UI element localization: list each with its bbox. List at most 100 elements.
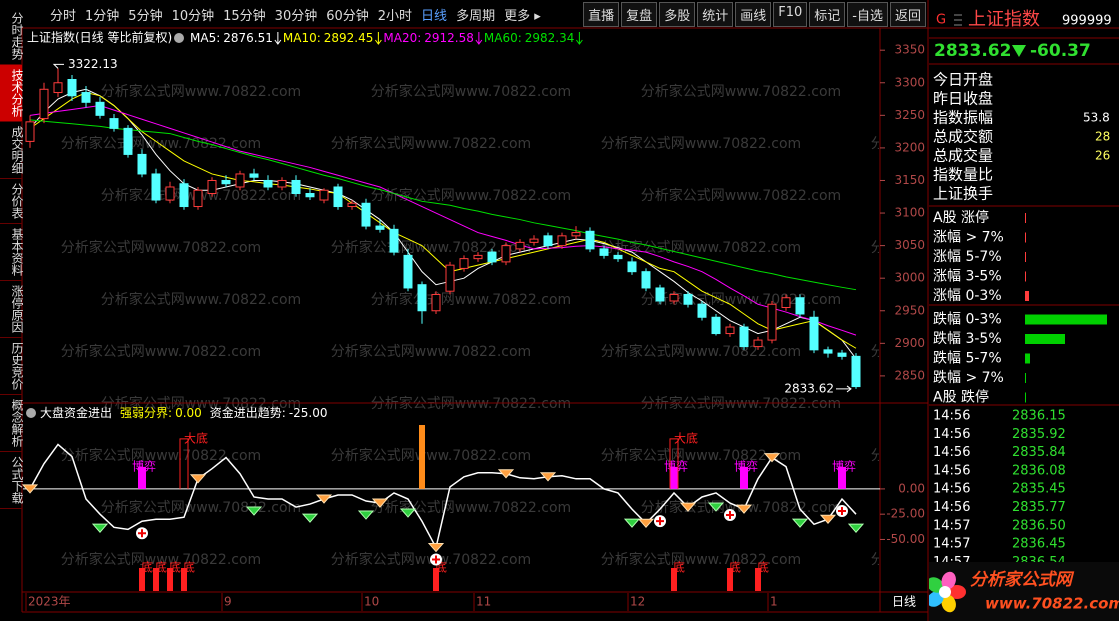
period-tab[interactable]: 更多 ▸ [504, 8, 541, 24]
signal-label: 底 [155, 560, 167, 575]
legend-name: MA10: [283, 31, 321, 45]
period-tab[interactable]: 15分钟 [223, 8, 266, 24]
breadth-bar [1025, 252, 1026, 262]
side-tab[interactable]: 历史竞价 [0, 338, 24, 395]
signal-label: 大底 [674, 430, 698, 445]
candle-body [739, 326, 749, 348]
legend-name: MA20: [383, 31, 421, 45]
down-arrow [374, 32, 382, 45]
watermark-text: 分析家公式网www.70822.com [371, 187, 571, 204]
x-tick-label: 1 [770, 595, 778, 609]
y-tick-label: 3300 [894, 75, 925, 89]
candle-body [683, 293, 693, 305]
tool-button[interactable]: 复盘 [621, 1, 658, 27]
period-tab[interactable]: 1分钟 [85, 8, 120, 24]
side-tab[interactable]: 概念解析 [0, 395, 24, 452]
legend-value: 2912.58 [424, 31, 474, 45]
side-tab[interactable]: 公式下载 [0, 452, 24, 509]
candle-body [599, 248, 609, 256]
signal-bar [838, 466, 846, 489]
y-tick-label: 3150 [894, 173, 925, 187]
candle-body [137, 153, 147, 175]
green-gem [623, 518, 641, 528]
side-tab[interactable]: 分价表 [0, 179, 24, 224]
trade-time: 14:56 [933, 427, 970, 442]
tool-button[interactable]: 标记 [809, 1, 846, 27]
breadth-bar [1025, 353, 1030, 364]
cross-plus [432, 555, 440, 564]
candle-body [641, 271, 651, 289]
candle-body [25, 121, 35, 142]
legend-value: 2982.34 [525, 31, 575, 45]
trade-price: 2836.45 [1012, 537, 1066, 552]
period-tab[interactable]: 2小时 [377, 8, 413, 24]
candle-body [711, 316, 721, 335]
watermark-text: 分析家公式网www.70822.com [101, 291, 301, 308]
stat-value: 26 [1095, 149, 1110, 163]
tool-button[interactable]: 画线 [735, 1, 772, 27]
indicator-title: 大盘资金进出 [40, 405, 112, 420]
candle-body [81, 92, 91, 103]
tool-button[interactable]: 返回 [889, 1, 926, 27]
stat-value: 53.8 [1083, 111, 1110, 125]
side-tabs: 分时走势 技术分析 成交明细 分价表 基本资料 涨停原因 历史竞价 概念解析 公式下载 [0, 8, 24, 509]
tool-button[interactable]: 直播 [583, 1, 620, 27]
candle-body [795, 297, 805, 315]
watermark-text: 分析家公式网www.70822.com [601, 239, 801, 256]
breadth-bar [1025, 232, 1026, 243]
breadth-bar [1025, 291, 1029, 301]
watermark-text: 分析家公式网www.70822.com [331, 239, 531, 256]
period-tab[interactable]: 60分钟 [326, 8, 369, 24]
candle-body [67, 79, 77, 97]
watermark-text: 分析家公式网www.70822.com [101, 499, 301, 516]
tool-button[interactable]: -自选 [847, 1, 888, 27]
signal-label: 底 [757, 560, 769, 575]
side-tab[interactable]: 技术分析 [0, 65, 24, 122]
tool-button[interactable]: F10 [773, 1, 808, 27]
stat-label: 指数量比 [933, 166, 993, 184]
period-tab[interactable]: 30分钟 [274, 8, 318, 24]
candle-body [557, 235, 567, 247]
candle-body [627, 261, 637, 273]
frame [21, 0, 1119, 621]
trend-line [29, 443, 857, 550]
index-price: 2833.62 [934, 41, 1011, 61]
candle-body [781, 297, 791, 309]
period-tab[interactable]: 分时 [50, 8, 77, 24]
candle-body [277, 179, 287, 188]
side-tab[interactable]: 涨停原因 [0, 281, 24, 338]
side-tab[interactable]: 成交明细 [0, 122, 24, 179]
watermark-text: 分析家公式网www.70822.com [871, 447, 1071, 464]
trade-price: 2835.77 [1012, 500, 1066, 515]
green-gem [245, 506, 263, 516]
watermark-text: 分析家公式网www.70822.com [601, 551, 801, 568]
breadth-label: 涨幅 > 7% [933, 230, 1004, 246]
orange-gem [735, 504, 753, 514]
tool-button[interactable]: 统计 [697, 1, 734, 27]
breadth-label: 涨幅 5-7% [933, 249, 1002, 265]
period-tab[interactable]: 10分钟 [171, 8, 215, 24]
period-tab[interactable]: 5分钟 [128, 8, 163, 24]
side-tab[interactable]: 分时走势 [0, 8, 24, 65]
logo-petal [941, 571, 956, 590]
orange-gem [21, 484, 39, 494]
logo-name: 分析家公式网 [970, 570, 1075, 590]
side-tab[interactable]: 基本资料 [0, 224, 24, 281]
orange-gem [819, 514, 837, 524]
candle-body [151, 173, 161, 201]
period-tab[interactable]: 日线 [421, 8, 448, 24]
candle-body [431, 293, 441, 312]
legend-value: 2876.51 [223, 31, 273, 45]
down-arrow [274, 32, 282, 45]
breadth-label: 跌幅 5-7% [933, 351, 1002, 367]
green-gem [301, 513, 319, 523]
period-tab[interactable]: 多周期 [456, 8, 496, 24]
tool-button[interactable]: 多股 [659, 1, 696, 27]
signal-bottom [755, 568, 761, 591]
x-tick-label: 2023年 [28, 595, 71, 609]
orange-gem [497, 469, 515, 479]
candle-body [207, 179, 217, 195]
chart-title: 上证指数(日线 等比前复权) [27, 30, 172, 45]
candle-body [823, 349, 833, 354]
trade-time: 14:56 [933, 500, 970, 515]
